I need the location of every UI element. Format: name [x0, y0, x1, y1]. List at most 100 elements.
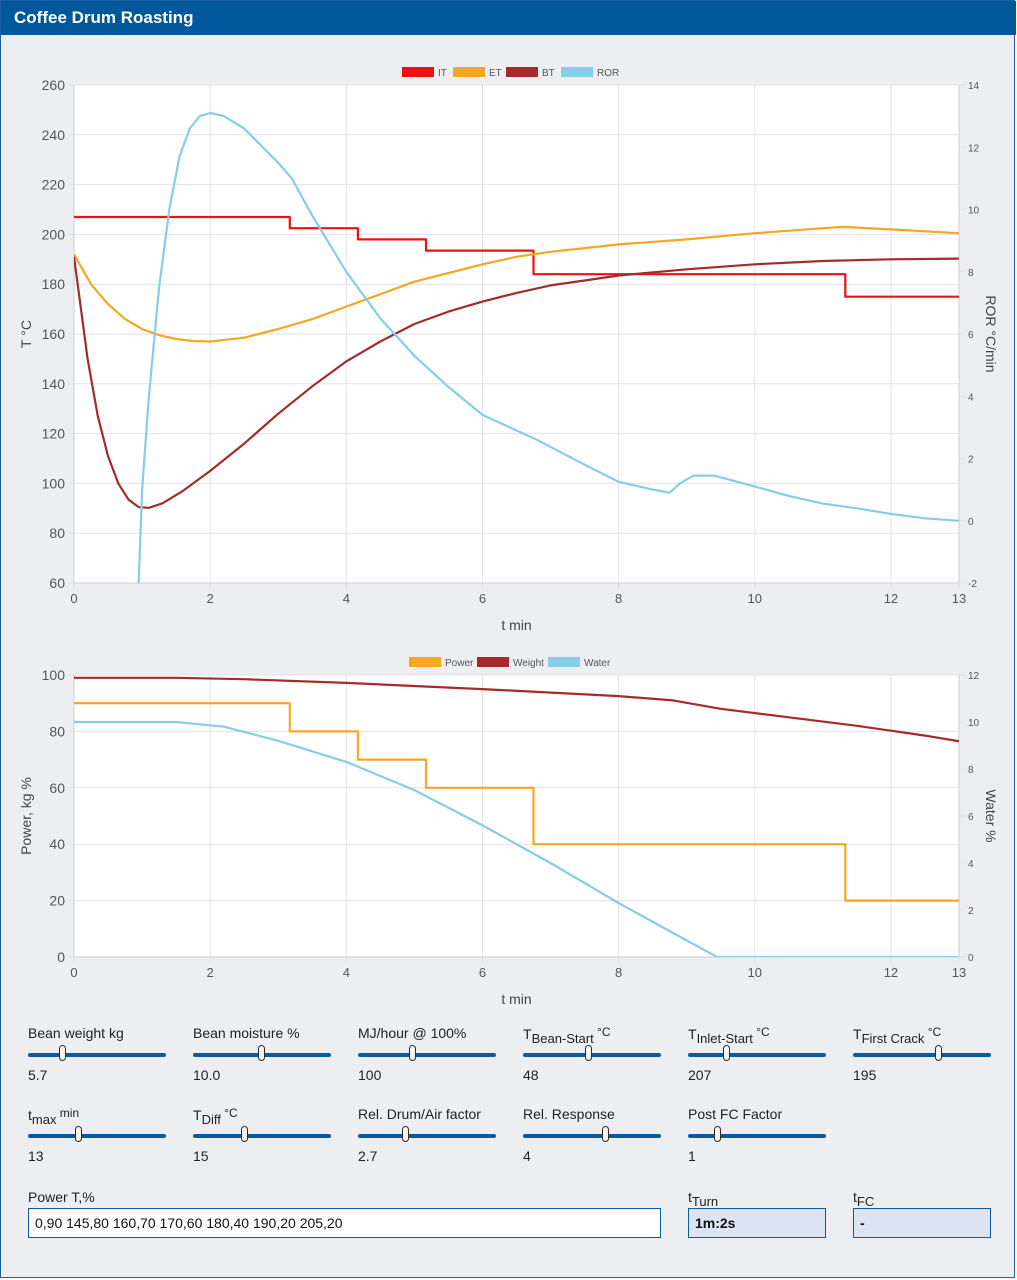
bean-moisture-slider-thumb[interactable] — [258, 1045, 265, 1061]
legend-label-ror: ROR — [597, 68, 619, 79]
mj-hour-slider-thumb[interactable] — [409, 1045, 417, 1061]
t-bean-start-value: 48 — [523, 1067, 539, 1083]
series-line-et — [74, 225, 959, 343]
rel-response-label: Rel. Response — [523, 1106, 615, 1122]
y2-tick-label: 8 — [968, 765, 974, 776]
t-inlet-start-slider[interactable] — [688, 1053, 826, 1057]
t-first-crack-slider[interactable] — [853, 1053, 991, 1057]
t-diff-label: TDiff °C — [193, 1106, 238, 1127]
bean-weight-slider-thumb[interactable] — [58, 1045, 66, 1061]
y-tick-label: 60 — [49, 780, 65, 796]
x-tick-label: 4 — [343, 965, 350, 980]
x-tick-label: 0 — [70, 965, 77, 980]
rel-response-slider[interactable] — [523, 1134, 661, 1138]
y-axis-title: T °C — [18, 320, 34, 348]
bean-weight-value: 5.7 — [28, 1067, 48, 1083]
y-tick-label: 260 — [42, 77, 66, 93]
bean-weight-control: Bean weight kg 5.7 — [28, 1025, 168, 1095]
rel-drum-air-slider[interactable] — [358, 1134, 496, 1138]
legend-label-it: IT — [438, 68, 447, 79]
y2-tick-label: 4 — [968, 859, 974, 870]
t-diff-slider[interactable] — [193, 1134, 331, 1138]
x-tick-label: 4 — [343, 591, 350, 606]
x-tick-label: 8 — [615, 965, 622, 980]
t-inlet-start-label: TInlet-Start °C — [688, 1025, 770, 1046]
rel-drum-air-label: Rel. Drum/Air factor — [358, 1106, 481, 1122]
y-axis-title: Power, kg % — [18, 777, 34, 855]
y2-tick-label: 4 — [968, 392, 974, 403]
t-max-value: 13 — [28, 1148, 44, 1164]
bean-weight-slider[interactable] — [28, 1053, 166, 1057]
t-first-crack-value: 195 — [853, 1067, 877, 1083]
x-tick-label: 10 — [748, 965, 762, 980]
legend-label-power: Power — [445, 658, 474, 669]
y2-tick-label: 12 — [968, 143, 980, 154]
y2-tick-label: 6 — [968, 330, 974, 341]
y2-tick-label: 8 — [968, 268, 974, 279]
y-tick-label: 220 — [42, 177, 66, 193]
post-fc-control: Post FC Factor 1 — [688, 1106, 828, 1176]
y-tick-label: 100 — [42, 667, 66, 683]
y2-tick-label: 0 — [968, 953, 974, 964]
legend-swatch-it — [402, 67, 434, 77]
t-fc-label: tFC — [853, 1189, 875, 1209]
legend-label-bt: BT — [542, 68, 555, 79]
x-tick-label: 0 — [70, 591, 77, 606]
mj-hour-slider[interactable] — [358, 1053, 496, 1057]
t-first-crack-label: TFirst Crack °C — [853, 1025, 942, 1046]
y2-tick-label: 10 — [968, 206, 980, 217]
t-turn-label: tTurn — [688, 1189, 719, 1209]
y2-tick-label: 12 — [968, 671, 980, 682]
t-max-slider[interactable] — [28, 1134, 166, 1138]
y-tick-label: 0 — [57, 949, 65, 965]
y-tick-label: 160 — [42, 326, 66, 342]
legend-swatch-bt — [506, 67, 538, 77]
t-max-slider-thumb[interactable] — [75, 1126, 83, 1142]
t-first-crack-slider-thumb[interactable] — [934, 1045, 942, 1061]
y2-tick-label: 2 — [968, 906, 974, 917]
mj-hour-label: MJ/hour @ 100% — [358, 1025, 467, 1041]
x-tick-label: 2 — [207, 965, 214, 980]
y-tick-label: 240 — [42, 127, 66, 143]
legend-swatch-et — [453, 67, 485, 77]
post-fc-slider-thumb[interactable] — [714, 1126, 722, 1142]
t-first-crack-control: TFirst Crack °C 195 — [853, 1025, 993, 1095]
x-tick-label: 13 — [952, 591, 966, 606]
t-max-control: tmax min 13 — [28, 1106, 168, 1176]
y-tick-label: 120 — [42, 426, 66, 442]
y-tick-label: 200 — [42, 226, 66, 242]
series-line-power — [74, 702, 959, 902]
y2-tick-label: 6 — [968, 812, 974, 823]
legend-swatch-power — [409, 657, 441, 667]
series-line-water — [74, 720, 959, 957]
y-tick-label: 20 — [49, 893, 65, 909]
legend-label-water: Water — [584, 658, 611, 669]
t-bean-start-slider-thumb[interactable] — [585, 1045, 593, 1061]
y2-tick-label: 14 — [968, 81, 980, 92]
t-diff-control: TDiff °C 15 — [193, 1106, 333, 1176]
mj-hour-value: 100 — [358, 1067, 382, 1083]
y2-axis-title: Water % — [983, 789, 999, 842]
x-tick-label: 6 — [479, 591, 486, 606]
post-fc-value: 1 — [688, 1148, 696, 1164]
x-tick-label: 6 — [479, 965, 486, 980]
t-inlet-start-slider-thumb[interactable] — [722, 1045, 730, 1061]
y-tick-label: 180 — [42, 276, 66, 292]
t-fc-output: - — [853, 1208, 991, 1238]
legend-swatch-weight — [477, 657, 509, 667]
y-tick-label: 140 — [42, 376, 66, 392]
power-table-input[interactable]: 0,90 145,80 160,70 170,60 180,40 190,20 … — [28, 1208, 661, 1238]
legend-swatch-water — [548, 657, 580, 667]
app-title: Coffee Drum Roasting — [14, 8, 194, 27]
t-diff-slider-thumb[interactable] — [241, 1126, 249, 1142]
rel-response-slider-thumb[interactable] — [601, 1126, 609, 1142]
t-inlet-start-value: 207 — [688, 1067, 712, 1083]
t-inlet-start-control: TInlet-Start °C 207 — [688, 1025, 828, 1095]
rel-drum-air-slider-thumb[interactable] — [402, 1126, 410, 1142]
legend-label-weight: Weight — [513, 658, 544, 669]
post-fc-slider[interactable] — [688, 1134, 826, 1138]
legend-label-et: ET — [489, 68, 502, 79]
x-tick-label: 12 — [884, 965, 898, 980]
y2-axis-title: ROR °C/min — [983, 295, 999, 372]
